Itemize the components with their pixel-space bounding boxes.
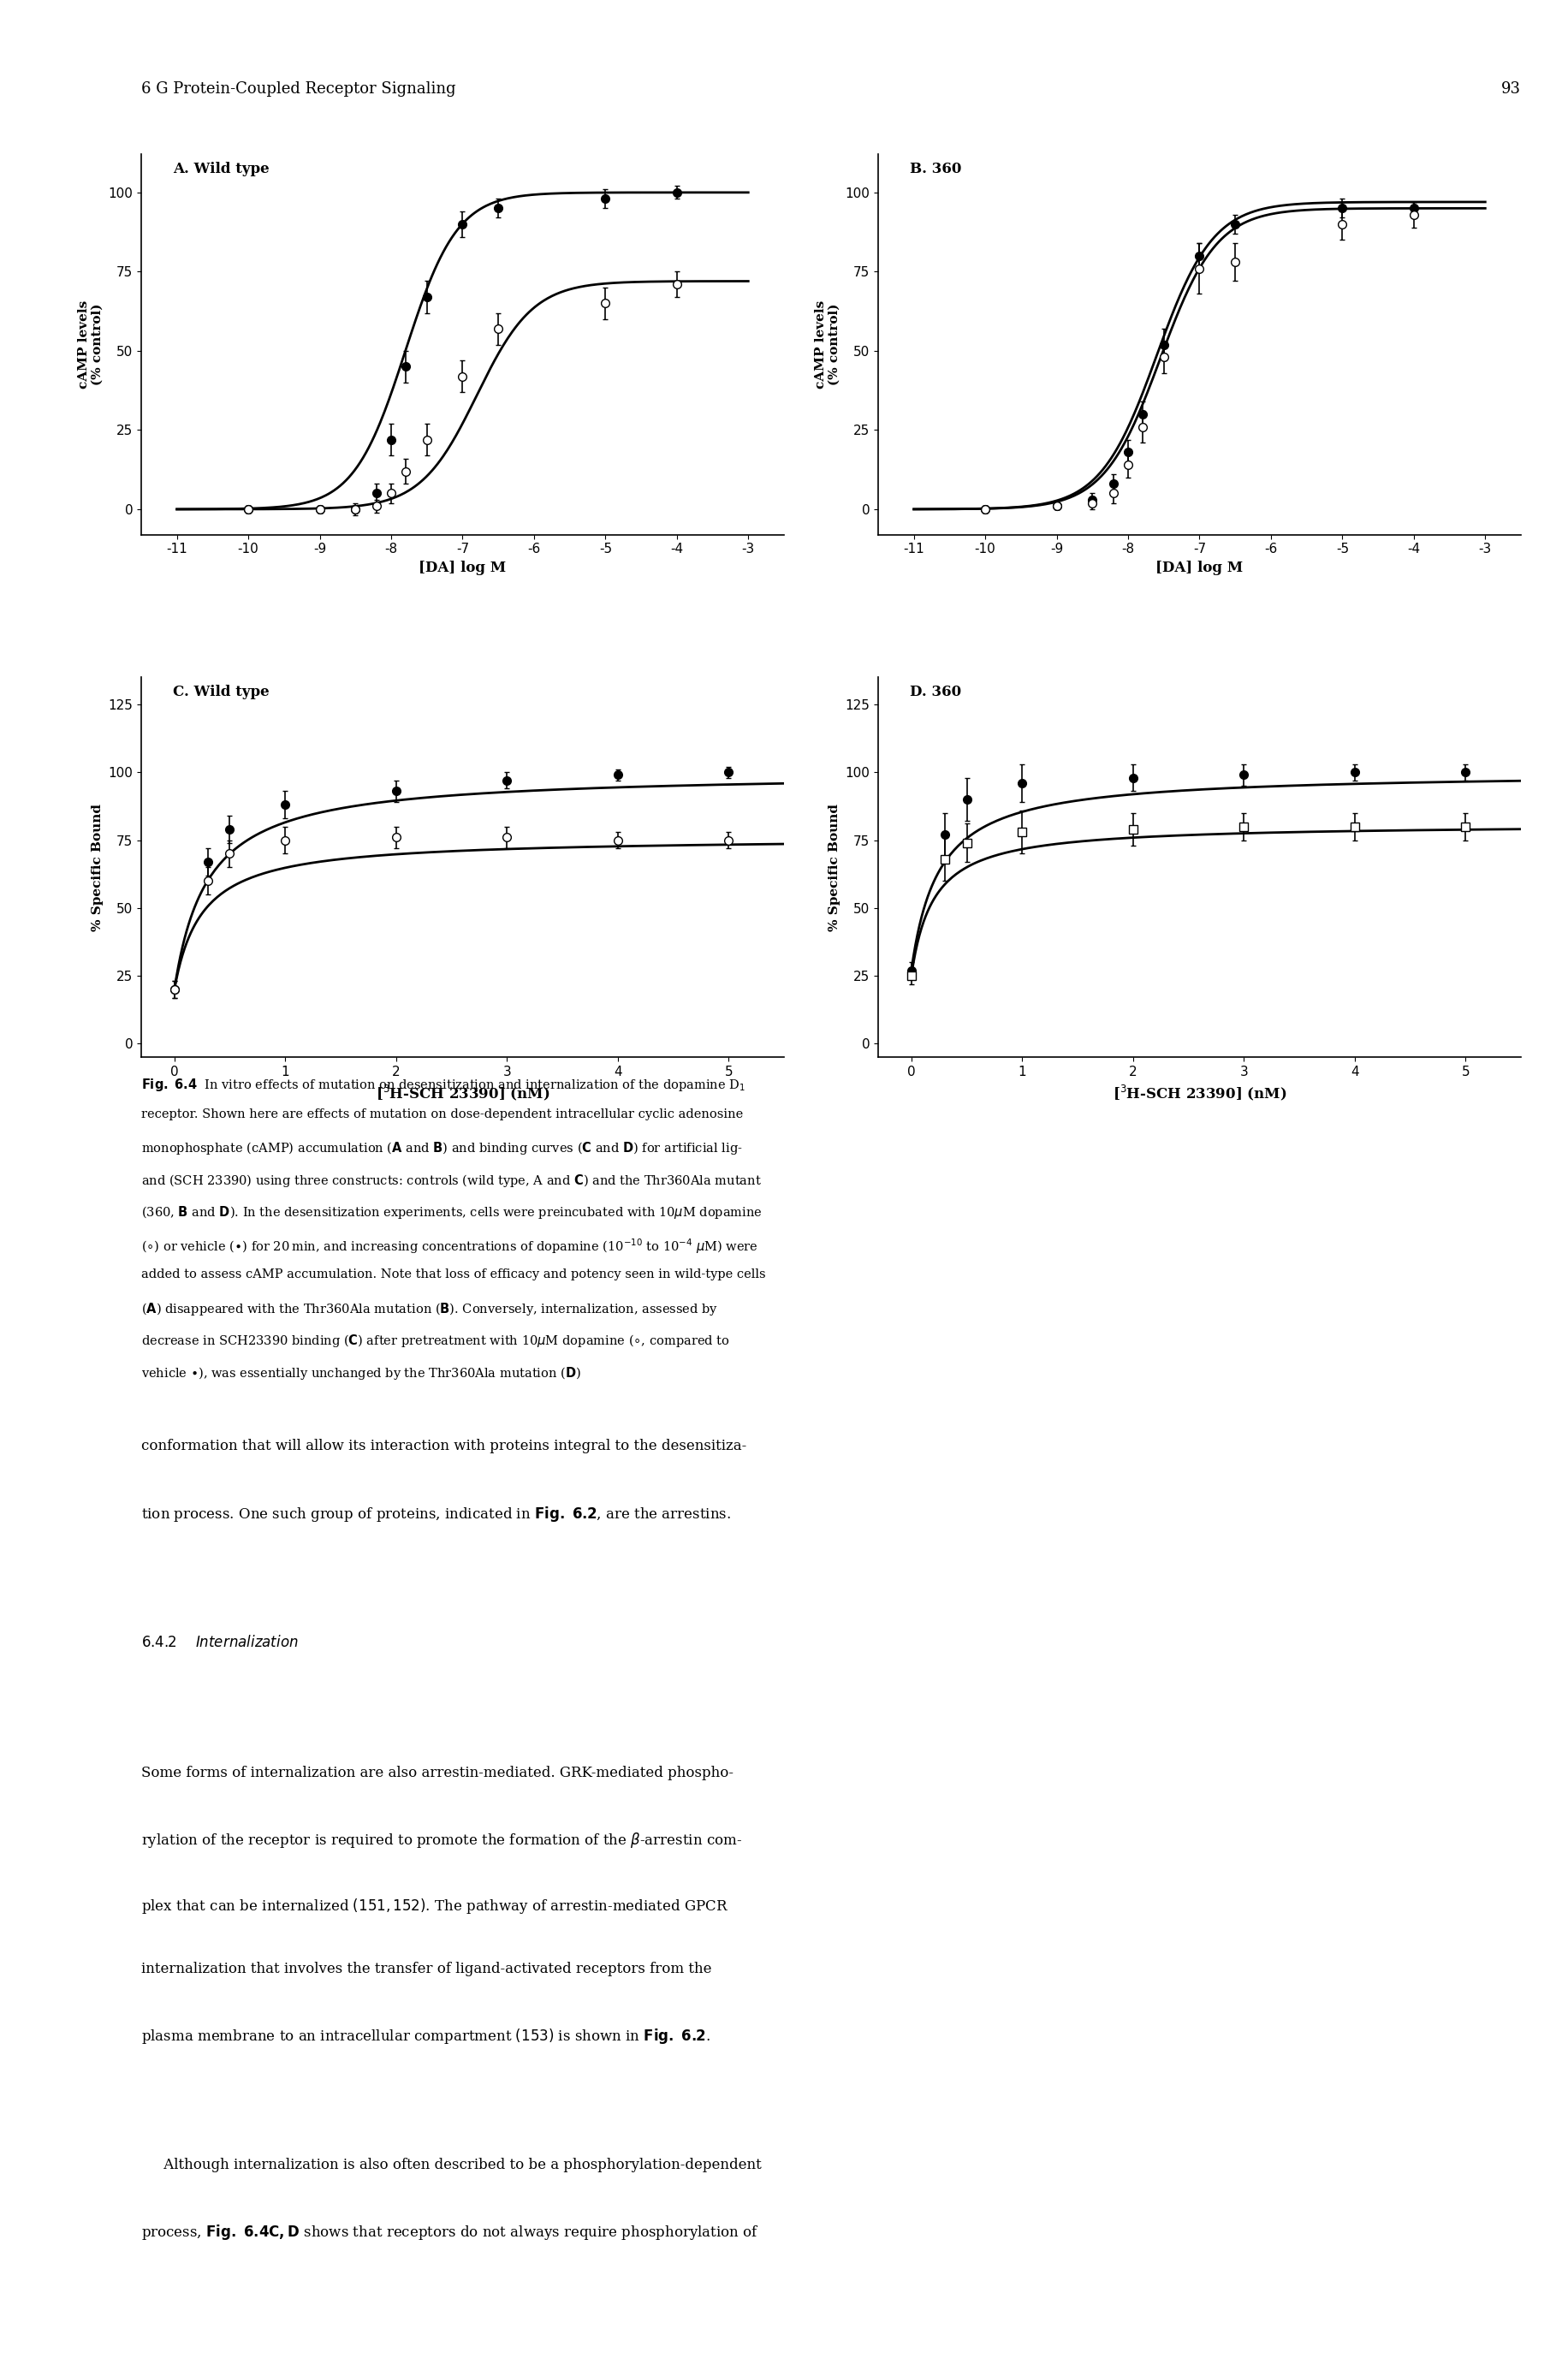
Text: ($\mathbf{A}$) disappeared with the Thr360Ala mutation ($\mathbf{B}$). Conversel: ($\mathbf{A}$) disappeared with the Thr3… xyxy=(141,1302,718,1316)
Text: added to assess cAMP accumulation. Note that loss of efficacy and potency seen i: added to assess cAMP accumulation. Note … xyxy=(141,1269,765,1281)
Text: 6 G Protein-Coupled Receptor Signaling: 6 G Protein-Coupled Receptor Signaling xyxy=(141,81,456,97)
Text: A. Wild type: A. Wild type xyxy=(172,162,270,176)
Text: monophosphate (cAMP) accumulation ($\mathbf{A}$ and $\mathbf{B}$) and binding cu: monophosphate (cAMP) accumulation ($\mat… xyxy=(141,1140,743,1157)
Text: process, $\mathbf{Fig.\ 6.4C,D}$ shows that receptors do not always require phos: process, $\mathbf{Fig.\ 6.4C,D}$ shows t… xyxy=(141,2224,759,2243)
Text: Although internalization is also often described to be a phosphorylation-depende: Although internalization is also often d… xyxy=(141,2157,762,2172)
Text: tion process. One such group of proteins, indicated in $\mathbf{Fig.\ 6.2}$, are: tion process. One such group of proteins… xyxy=(141,1504,731,1523)
Text: plex that can be internalized $\mathit{(151,152)}$. The pathway of arrestin-medi: plex that can be internalized $\mathit{(… xyxy=(141,1896,729,1915)
Text: and (SCH 23390) using three constructs: controls (wild type, A and $\mathbf{C}$): and (SCH 23390) using three constructs: … xyxy=(141,1174,762,1188)
Text: conformation that will allow its interaction with proteins integral to the desen: conformation that will allow its interac… xyxy=(141,1440,746,1454)
Y-axis label: cAMP levels
(% control): cAMP levels (% control) xyxy=(77,299,103,390)
X-axis label: [$^3$H-SCH 23390] (nM): [$^3$H-SCH 23390] (nM) xyxy=(1112,1083,1287,1102)
Text: ($\circ$) or vehicle ($\bullet$) for 20 min, and increasing concentrations of do: ($\circ$) or vehicle ($\bullet$) for 20 … xyxy=(141,1238,757,1255)
Text: $\mathbf{Fig.\ 6.4}$  In vitro effects of mutation on desensitization and intern: $\mathbf{Fig.\ 6.4}$ In vitro effects of… xyxy=(141,1076,745,1093)
Text: $\mathit{6.4.2\ \ \ \ Internalization}$: $\mathit{6.4.2\ \ \ \ Internalization}$ xyxy=(141,1635,298,1651)
Text: D. 360: D. 360 xyxy=(909,684,961,699)
X-axis label: [$^3$H-SCH 23390] (nM): [$^3$H-SCH 23390] (nM) xyxy=(375,1083,550,1102)
Text: 93: 93 xyxy=(1501,81,1521,97)
Y-axis label: % Specific Bound: % Specific Bound xyxy=(91,803,103,931)
Text: Some forms of internalization are also arrestin-mediated. GRK-mediated phospho-: Some forms of internalization are also a… xyxy=(141,1765,734,1780)
Y-axis label: cAMP levels
(% control): cAMP levels (% control) xyxy=(814,299,840,390)
Text: rylation of the receptor is required to promote the formation of the $\beta$-arr: rylation of the receptor is required to … xyxy=(141,1832,742,1851)
Text: decrease in SCH23390 binding ($\mathbf{C}$) after pretreatment with 10$\mu$M dop: decrease in SCH23390 binding ($\mathbf{C… xyxy=(141,1333,729,1350)
Y-axis label: % Specific Bound: % Specific Bound xyxy=(828,803,840,931)
Text: B. 360: B. 360 xyxy=(909,162,961,176)
X-axis label: [DA] log M: [DA] log M xyxy=(1156,561,1243,575)
Text: internalization that involves the transfer of ligand-activated receptors from th: internalization that involves the transf… xyxy=(141,1963,712,1977)
Text: receptor. Shown here are effects of mutation on dose-dependent intracellular cyc: receptor. Shown here are effects of muta… xyxy=(141,1110,743,1121)
Text: vehicle $\bullet$), was essentially unchanged by the Thr360Ala mutation ($\mathb: vehicle $\bullet$), was essentially unch… xyxy=(141,1366,582,1380)
Text: C. Wild type: C. Wild type xyxy=(172,684,270,699)
X-axis label: [DA] log M: [DA] log M xyxy=(419,561,506,575)
Text: (360, $\mathbf{B}$ and $\mathbf{D}$). In the desensitization experiments, cells : (360, $\mathbf{B}$ and $\mathbf{D}$). In… xyxy=(141,1205,762,1221)
Text: plasma membrane to an intracellular compartment $\mathit{(153)}$ is shown in $\m: plasma membrane to an intracellular comp… xyxy=(141,2027,710,2046)
